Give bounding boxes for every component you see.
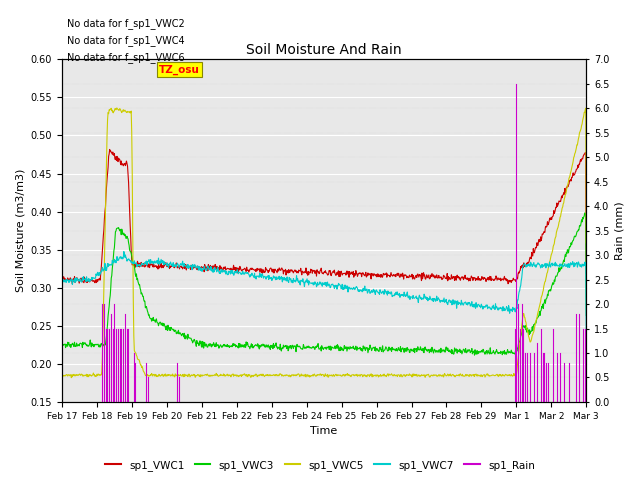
Y-axis label: Soil Moisture (m3/m3): Soil Moisture (m3/m3) [15,169,25,292]
Text: No data for f_sp1_VWC6: No data for f_sp1_VWC6 [67,52,185,63]
Text: No data for f_sp1_VWC4: No data for f_sp1_VWC4 [67,36,185,46]
Text: No data for f_sp1_VWC2: No data for f_sp1_VWC2 [67,18,185,29]
X-axis label: Time: Time [310,426,338,436]
Text: TZ_osu: TZ_osu [159,64,200,75]
Legend: sp1_VWC1, sp1_VWC3, sp1_VWC5, sp1_VWC7, sp1_Rain: sp1_VWC1, sp1_VWC3, sp1_VWC5, sp1_VWC7, … [101,456,539,475]
Title: Soil Moisture And Rain: Soil Moisture And Rain [246,43,402,57]
Y-axis label: Rain (mm): Rain (mm) [615,201,625,260]
